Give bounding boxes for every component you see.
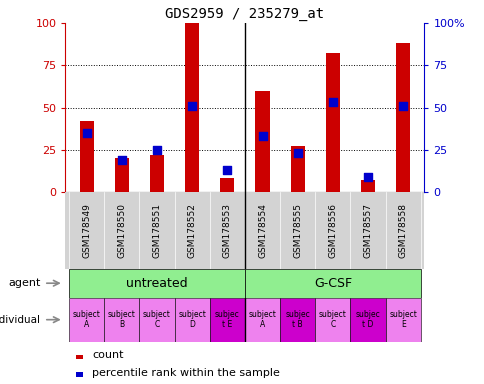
Text: GSM178557: GSM178557: [363, 203, 372, 258]
Bar: [209, 298, 244, 342]
Bar: [290, 146, 304, 192]
Bar: [79, 121, 93, 192]
Point: [153, 147, 161, 153]
Text: subjec
t B: subjec t B: [285, 310, 309, 329]
Text: subject
D: subject D: [178, 310, 206, 329]
Title: GDS2959 / 235279_at: GDS2959 / 235279_at: [165, 7, 324, 21]
Text: GSM178558: GSM178558: [398, 203, 407, 258]
Text: subject
B: subject B: [107, 310, 136, 329]
Text: untreated: untreated: [126, 277, 187, 290]
Text: GSM178549: GSM178549: [82, 203, 91, 258]
Point: [83, 130, 91, 136]
Text: GSM178553: GSM178553: [222, 203, 231, 258]
Text: GSM178555: GSM178555: [293, 203, 302, 258]
Text: individual: individual: [0, 314, 40, 325]
Bar: [76, 372, 83, 376]
Text: count: count: [92, 350, 123, 360]
Bar: [150, 155, 164, 192]
Bar: [69, 298, 104, 342]
Text: subject
A: subject A: [248, 310, 276, 329]
Text: GSM178556: GSM178556: [328, 203, 337, 258]
Text: GSM178551: GSM178551: [152, 203, 161, 258]
Bar: [395, 43, 409, 192]
Point: [258, 133, 266, 139]
Bar: [325, 53, 339, 192]
Bar: [350, 298, 385, 342]
Bar: [76, 355, 83, 359]
Bar: [139, 298, 174, 342]
Text: subjec
t D: subjec t D: [355, 310, 379, 329]
Bar: [115, 158, 129, 192]
Text: percentile rank within the sample: percentile rank within the sample: [92, 368, 280, 378]
Text: subject
E: subject E: [389, 310, 416, 329]
Text: subjec
t E: subjec t E: [214, 310, 239, 329]
Bar: [174, 298, 209, 342]
Point: [398, 103, 406, 109]
Point: [223, 167, 231, 173]
Bar: [220, 179, 234, 192]
Bar: [315, 298, 350, 342]
Point: [188, 103, 196, 109]
Bar: [104, 298, 139, 342]
Point: [328, 99, 336, 106]
Bar: [385, 298, 420, 342]
Bar: [255, 91, 269, 192]
Bar: [244, 298, 280, 342]
Text: GSM178554: GSM178554: [257, 203, 267, 258]
Text: GSM178550: GSM178550: [117, 203, 126, 258]
Text: GSM178552: GSM178552: [187, 203, 196, 258]
Bar: [280, 298, 315, 342]
Point: [363, 174, 371, 180]
Point: [118, 157, 125, 163]
Bar: [360, 180, 374, 192]
Text: agent: agent: [8, 278, 40, 288]
Point: [293, 150, 301, 156]
Bar: [69, 269, 244, 298]
Text: subject
C: subject C: [143, 310, 170, 329]
Text: subject
A: subject A: [73, 310, 100, 329]
Text: G-CSF: G-CSF: [313, 277, 351, 290]
Text: subject
C: subject C: [318, 310, 346, 329]
Bar: [185, 23, 199, 192]
Bar: [244, 269, 420, 298]
